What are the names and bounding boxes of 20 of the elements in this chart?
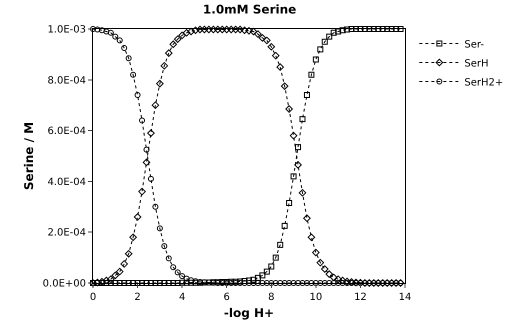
y-tick-label: 4.0E-04 <box>47 176 86 188</box>
y-tick-label: 1.0E-03 <box>47 24 86 36</box>
x-tick-label: 12 <box>354 292 367 303</box>
y-tick-label: 2.0E-04 <box>47 228 86 239</box>
x-tick-label: 0 <box>90 292 96 303</box>
legend-label: Ser- <box>464 39 484 50</box>
chart-title: 1.0mM Serine <box>202 2 296 16</box>
legend-label: SerH <box>464 58 488 70</box>
y-tick-label: 0.0E+00 <box>42 278 86 290</box>
x-tick-label: 4 <box>178 292 186 303</box>
x-axis-title: -log H+ <box>224 306 274 320</box>
y-tick-label: 8.0E-04 <box>47 75 86 86</box>
y-tick-label: 6.0E-04 <box>47 126 86 138</box>
legend-label: SerH2+ <box>464 77 504 88</box>
y-axis-title: Serine / M <box>22 122 36 190</box>
x-tick-label: 2 <box>134 292 141 303</box>
x-tick-label: 6 <box>224 292 230 303</box>
x-tick-label: 14 <box>398 292 412 303</box>
x-tick-label: 8 <box>268 292 274 303</box>
x-tick-label: 10 <box>309 292 322 303</box>
